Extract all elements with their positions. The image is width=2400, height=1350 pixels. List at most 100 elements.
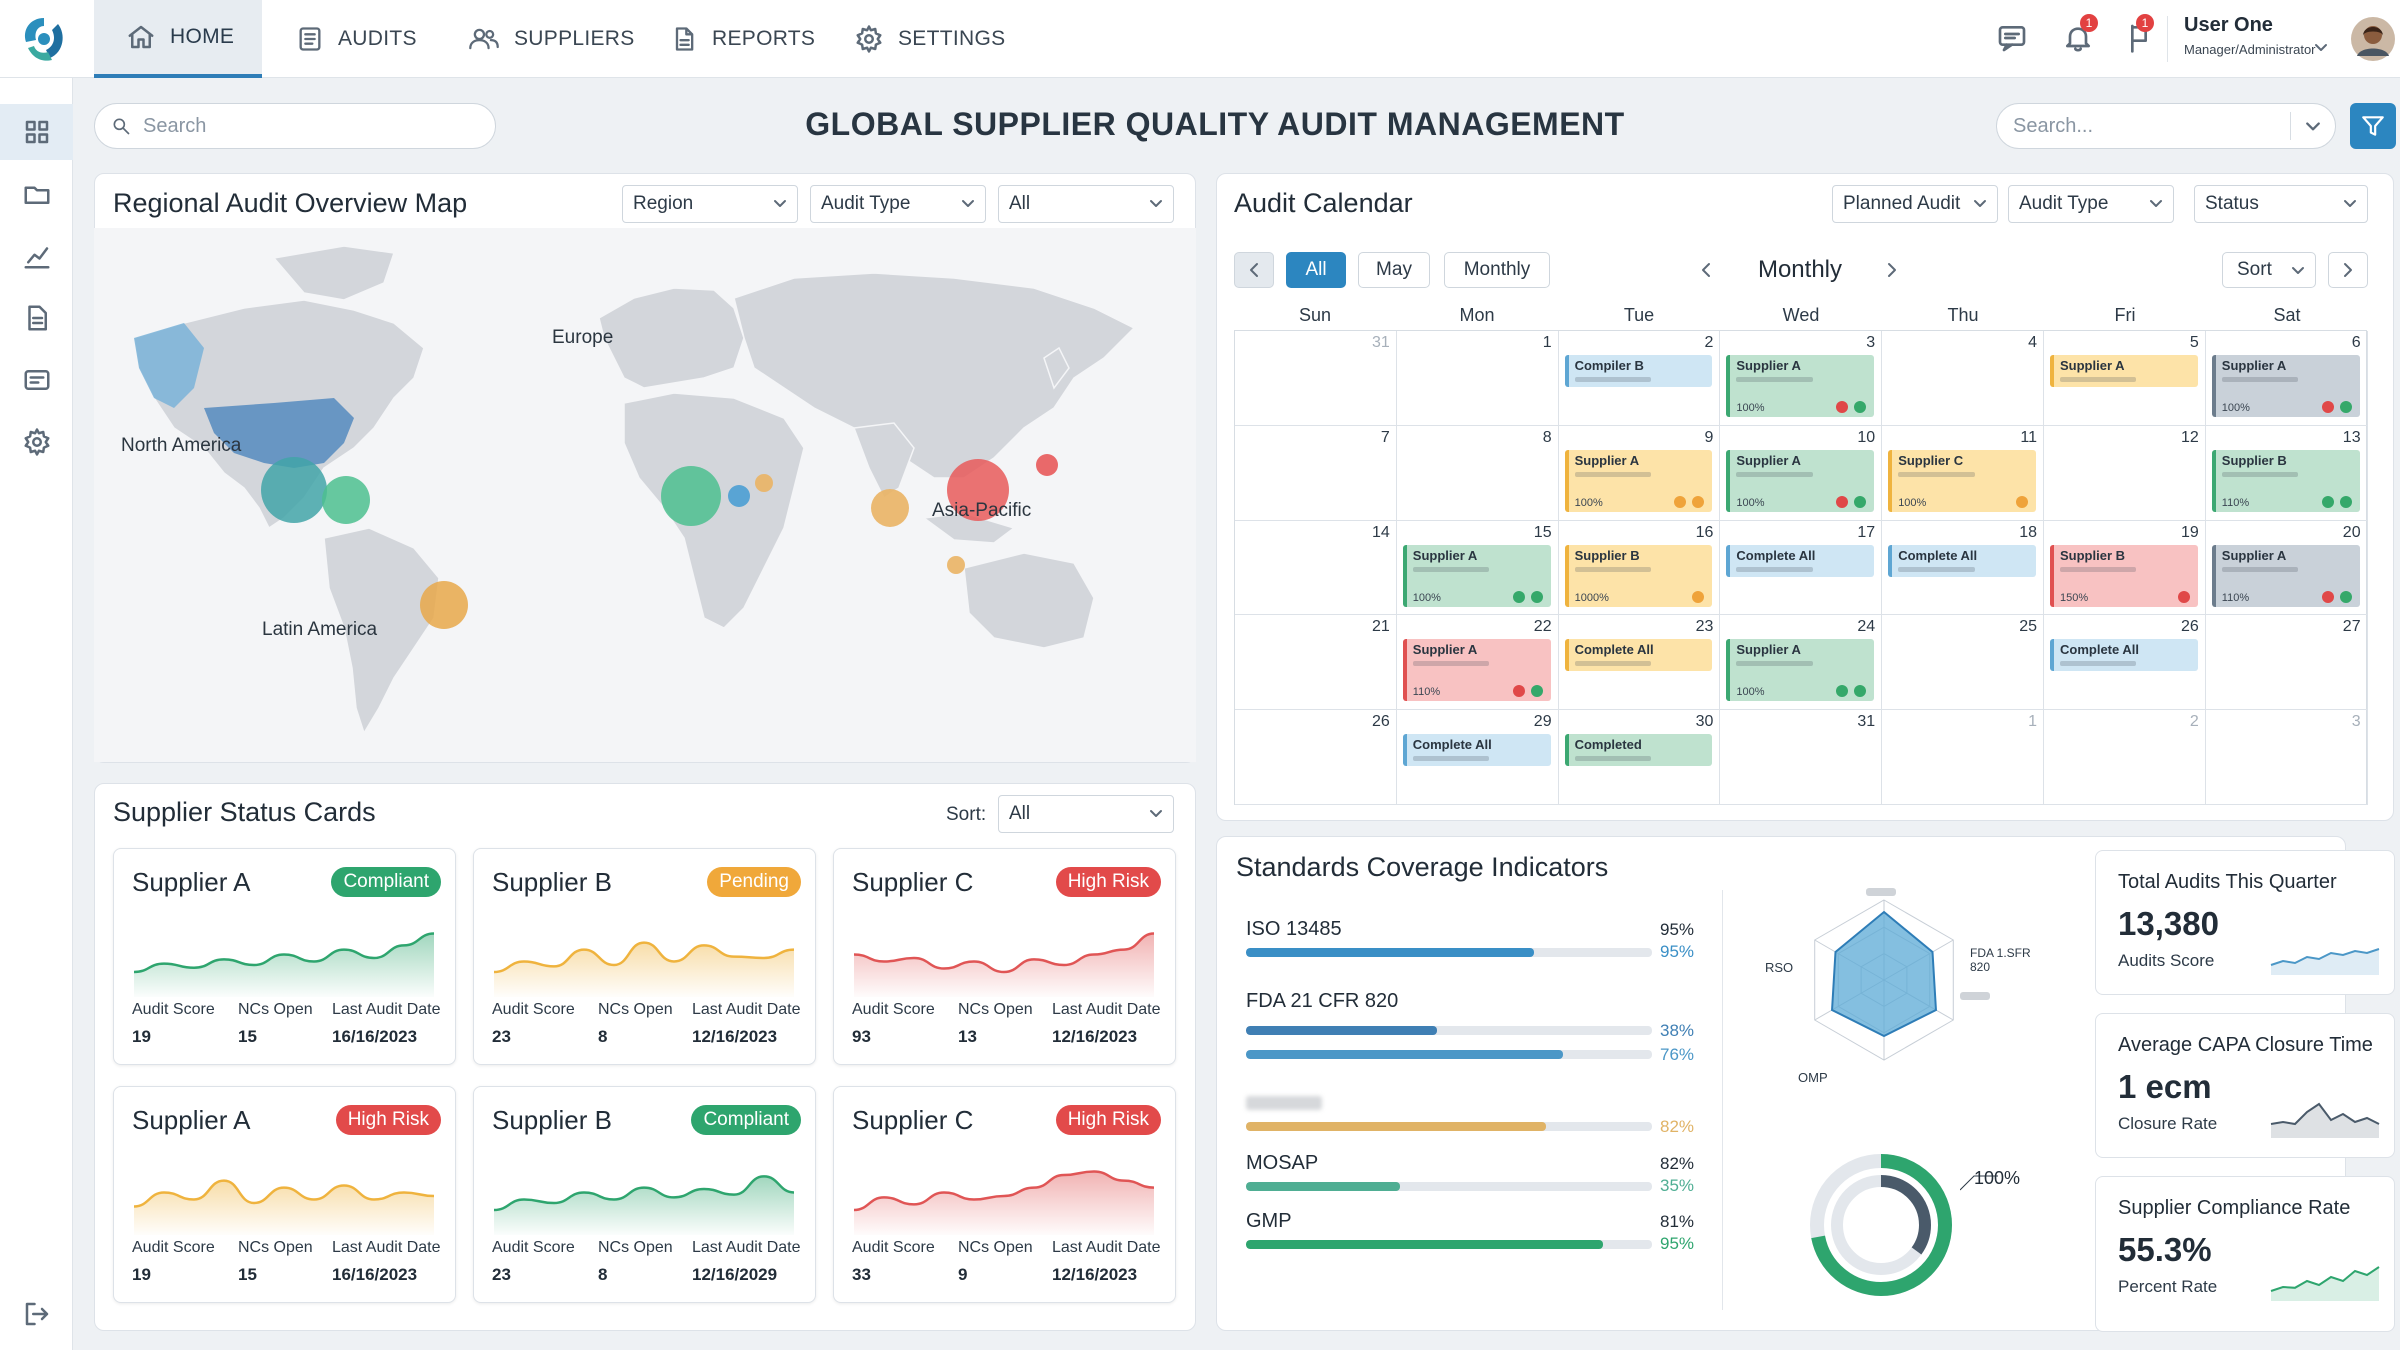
nav-settings[interactable]: SETTINGS [854, 0, 1005, 78]
calendar-day-cell[interactable]: 13 [2205, 425, 2368, 521]
region-dropdown[interactable]: Region [622, 185, 798, 223]
calendar-day-cell[interactable]: 2 [2044, 710, 2206, 805]
calendar-day-cell[interactable]: 20 [2205, 520, 2368, 616]
calendar-event[interactable]: Supplier A 100% [1726, 449, 1875, 512]
calendar-day-cell[interactable]: 27 [2205, 615, 2368, 711]
calendar-event[interactable]: Supplier A 110% [1402, 639, 1551, 702]
calendar-day-cell[interactable]: 2 [1558, 331, 1721, 426]
calendar-event[interactable]: Supplier B 1000% [1564, 544, 1713, 607]
search-select[interactable]: Search... [1996, 103, 2336, 149]
calendar-day-cell[interactable]: 12 [2044, 425, 2206, 521]
calendar-day-cell[interactable]: 26 [2044, 615, 2206, 711]
calendar-day-cell[interactable]: 15 [1396, 520, 1559, 616]
calendar-event[interactable]: Complete All [1402, 734, 1551, 767]
view-monthly-button[interactable]: Monthly [1444, 252, 1550, 288]
calendar-event[interactable]: Supplier A 100% [1564, 449, 1713, 512]
supplier-card[interactable]: Supplier B Compliant Audit Score NCs Open La… [473, 1086, 816, 1303]
kpi-card[interactable]: Total Audits This Quarter 13,380 Audits Sc… [2095, 850, 2395, 995]
calendar-event[interactable]: Complete All [1888, 544, 2036, 577]
supplier-sort-dropdown[interactable]: All [998, 795, 1174, 833]
calendar-event[interactable]: Supplier A 110% [2211, 544, 2360, 607]
calendar-day-cell[interactable]: 19 [2044, 520, 2206, 616]
calendar-day-cell[interactable]: 5 [2044, 331, 2206, 426]
calendar-day-cell[interactable]: 29 [1396, 710, 1559, 805]
sidebar-item-logout[interactable] [0, 1286, 73, 1342]
calendar-day-cell[interactable]: 21 [1235, 615, 1397, 711]
calendar-day-cell[interactable]: 31 [1235, 331, 1397, 426]
nav-suppliers[interactable]: SUPPLIERS [468, 0, 635, 78]
calendar-day-cell[interactable]: 18 [1882, 520, 2044, 616]
filter-button[interactable] [2350, 103, 2396, 149]
calendar-day-cell[interactable]: 23 [1558, 615, 1721, 711]
audit-type-dropdown[interactable]: Audit Type [810, 185, 986, 223]
calendar-prev-button[interactable] [1234, 252, 1274, 288]
calendar-day-cell[interactable]: 11 [1882, 425, 2044, 521]
coverage-donut-chart[interactable] [1796, 1140, 1966, 1310]
view-all-button[interactable]: All [1286, 252, 1346, 288]
chevron-left-icon[interactable] [1700, 262, 1712, 278]
calendar-event[interactable]: Supplier A 100% [1726, 355, 1875, 417]
calendar-day-cell[interactable]: 9 [1558, 425, 1721, 521]
nav-reports[interactable]: REPORTS [670, 0, 815, 78]
nav-audits[interactable]: AUDITS [296, 0, 417, 78]
calendar-day-cell[interactable]: 16 [1558, 520, 1721, 616]
calendar-day-cell[interactable]: 31 [1720, 710, 1883, 805]
calendar-event[interactable]: Supplier B 150% [2050, 544, 2198, 607]
calendar-event[interactable]: Complete All [1726, 544, 1875, 577]
sidebar-item-folders[interactable] [0, 166, 73, 222]
supplier-card[interactable]: Supplier B Pending Audit Score NCs Open Last… [473, 848, 816, 1065]
nav-home[interactable]: HOME [94, 0, 262, 78]
calendar-day-cell[interactable]: 25 [1882, 615, 2044, 711]
calendar-day-cell[interactable]: 24 [1720, 615, 1883, 711]
calendar-day-cell[interactable]: 1 [1396, 331, 1559, 426]
calendar-sort-dropdown[interactable]: Sort [2222, 252, 2316, 288]
calendar-day-cell[interactable]: 7 [1235, 425, 1397, 521]
sidebar-item-dashboard[interactable] [0, 104, 73, 160]
avatar[interactable] [2350, 16, 2396, 62]
calendar-day-cell[interactable]: 4 [1882, 331, 2044, 426]
calendar-day-cell[interactable]: 3 [2205, 710, 2368, 805]
search-input[interactable]: Search [94, 103, 496, 149]
calendar-day-cell[interactable]: 8 [1396, 425, 1559, 521]
calendar-event[interactable]: Supplier C 100% [1888, 449, 2036, 512]
planned-audit-dropdown[interactable]: Planned Audit [1832, 185, 1998, 223]
sidebar-item-reports[interactable] [0, 290, 73, 346]
sidebar-item-forms[interactable] [0, 352, 73, 408]
calendar-event[interactable]: Supplier A [2050, 355, 2198, 387]
calendar-day-cell[interactable]: 1 [1882, 710, 2044, 805]
all-dropdown[interactable]: All [998, 185, 1174, 223]
supplier-card[interactable]: Supplier A High Risk Audit Score NCs Open La… [113, 1086, 456, 1303]
calendar-event[interactable]: Completed [1564, 734, 1713, 767]
world-map[interactable]: North America Europe Asia-Pacific Latin … [94, 228, 1196, 762]
kpi-card[interactable]: Average CAPA Closure Time 1 ecm Closure Ra… [2095, 1013, 2395, 1158]
calendar-event[interactable]: Supplier B 110% [2211, 449, 2360, 512]
calendar-event[interactable]: Complete All [1564, 639, 1713, 672]
coverage-radar-chart[interactable] [1760, 880, 2060, 1100]
calendar-audit-type-dropdown[interactable]: Audit Type [2008, 185, 2174, 223]
calendar-event[interactable]: Supplier A 100% [1726, 639, 1875, 702]
calendar-day-cell[interactable]: 14 [1235, 520, 1397, 616]
kpi-card[interactable]: Supplier Compliance Rate 55.3% Percent Rat… [2095, 1176, 2395, 1332]
calendar-day-cell[interactable]: 3 [1720, 331, 1883, 426]
calendar-event[interactable]: Compiler B [1564, 355, 1713, 387]
calendar-event[interactable]: Supplier A 100% [1402, 544, 1551, 607]
user-name[interactable]: User One [2184, 14, 2273, 36]
calendar-day-cell[interactable]: 10 [1720, 425, 1883, 521]
calendar-day-cell[interactable]: 30 [1558, 710, 1721, 805]
calendar-day-cell[interactable]: 22 [1396, 615, 1559, 711]
bell-icon[interactable] [2062, 22, 2094, 54]
calendar-event[interactable]: Supplier A 100% [2211, 355, 2360, 417]
view-may-button[interactable]: May [1358, 252, 1430, 288]
chevron-down-icon[interactable] [2314, 43, 2328, 53]
calendar-day-cell[interactable]: 26 [1235, 710, 1397, 805]
calendar-day-cell[interactable]: 6 [2205, 331, 2368, 426]
chat-icon[interactable] [1996, 22, 2028, 54]
supplier-card[interactable]: Supplier A Compliant Audit Score NCs Open La… [113, 848, 456, 1065]
sidebar-item-analytics[interactable] [0, 228, 73, 284]
status-dropdown[interactable]: Status [2194, 185, 2368, 223]
supplier-card[interactable]: Supplier C High Risk Audit Score NCs Open La… [833, 848, 1176, 1065]
calendar-event[interactable]: Complete All [2050, 639, 2198, 672]
calendar-next-button[interactable] [2328, 252, 2368, 288]
supplier-card[interactable]: Supplier C High Risk Audit Score NCs Open La… [833, 1086, 1176, 1303]
sidebar-item-settings[interactable] [0, 414, 73, 470]
